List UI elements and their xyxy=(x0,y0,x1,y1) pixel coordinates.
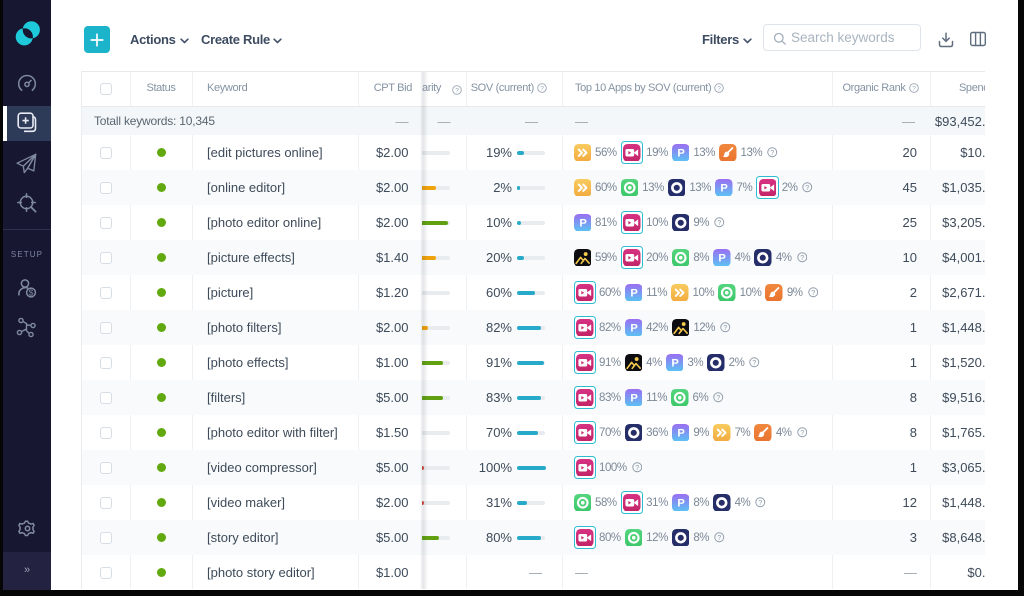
svg-text:?: ? xyxy=(811,289,815,297)
svg-text:?: ? xyxy=(800,429,804,437)
svg-text:?: ? xyxy=(717,534,721,542)
svg-text:?: ? xyxy=(716,394,720,402)
svg-text:?: ? xyxy=(635,464,639,472)
svg-text:P: P xyxy=(671,357,679,369)
svg-text:?: ? xyxy=(540,85,544,92)
svg-text:P: P xyxy=(579,217,587,229)
svg-text:P: P xyxy=(630,287,638,299)
svg-text:P: P xyxy=(677,147,685,159)
svg-text:?: ? xyxy=(753,359,757,367)
svg-text:P: P xyxy=(677,427,685,439)
svg-text:?: ? xyxy=(806,184,810,192)
svg-text:?: ? xyxy=(770,149,774,157)
svg-text:P: P xyxy=(677,497,685,509)
svg-text:P: P xyxy=(720,182,728,194)
svg-text:?: ? xyxy=(912,85,916,92)
svg-text:$: $ xyxy=(29,288,34,298)
svg-text:P: P xyxy=(630,392,638,404)
svg-text:?: ? xyxy=(455,87,459,94)
svg-text:P: P xyxy=(718,252,726,264)
svg-text:?: ? xyxy=(723,324,727,332)
svg-text:?: ? xyxy=(800,254,804,262)
svg-text:?: ? xyxy=(718,85,722,92)
svg-text:?: ? xyxy=(717,219,721,227)
svg-text:?: ? xyxy=(759,499,763,507)
svg-text:P: P xyxy=(630,322,638,334)
